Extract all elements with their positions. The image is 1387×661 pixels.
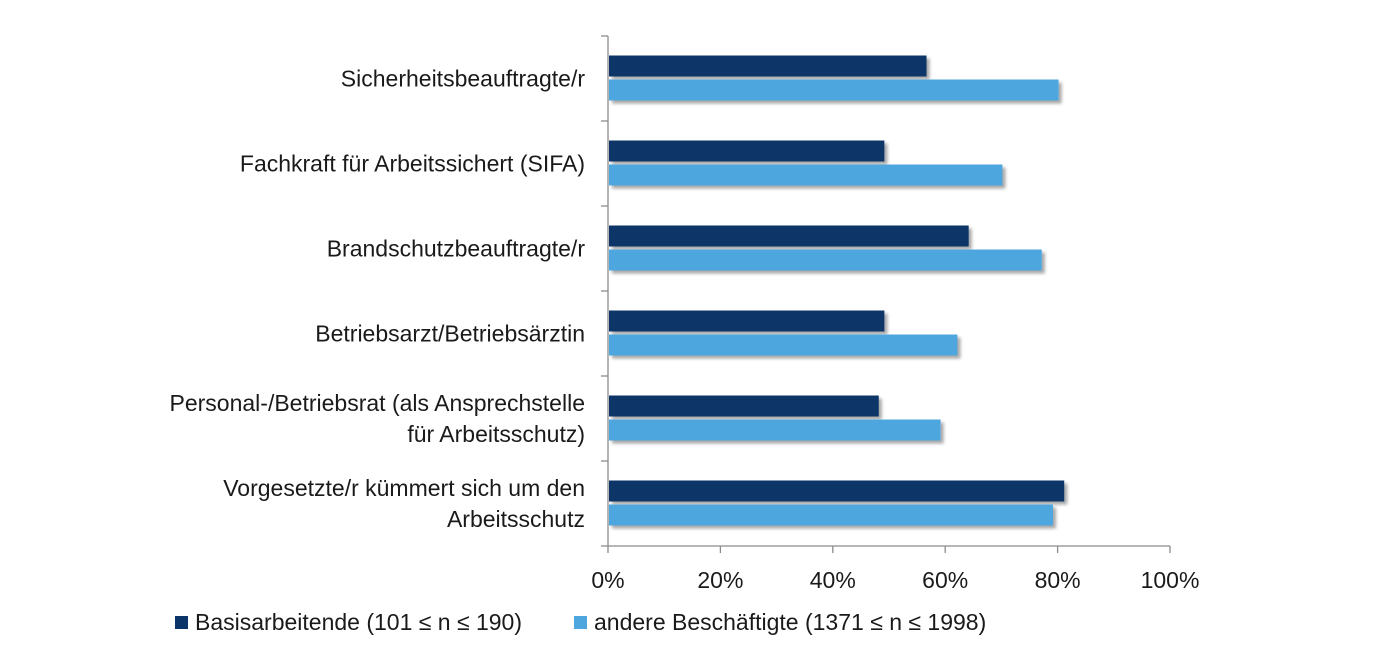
legend-swatch-basisarbeitende <box>175 616 188 629</box>
x-tick-label: 40% <box>810 567 856 593</box>
x-tick-label: 80% <box>1035 567 1081 593</box>
x-tick-label: 20% <box>697 567 743 593</box>
legend: Basisarbeitende (101 ≤ n ≤ 190) andere B… <box>175 609 1038 636</box>
category-label: Sicherheitsbeauftragte/r <box>341 66 586 92</box>
x-tick-label: 60% <box>922 567 968 593</box>
bar-basisarbeitende <box>609 225 969 247</box>
x-tick-label: 0% <box>591 567 624 593</box>
category-label: für Arbeitsschutz) <box>407 421 585 447</box>
x-tick-label: 100% <box>1141 567 1200 593</box>
bar-andere-beschaeftigte <box>609 79 1059 101</box>
category-label: Betriebsarzt/Betriebsärztin <box>315 321 585 347</box>
legend-item-andere-beschaeftigte: andere Beschäftigte (1371 ≤ n ≤ 1998) <box>574 609 986 636</box>
category-label: Vorgesetzte/r kümmert sich um den <box>223 475 585 501</box>
legend-swatch-andere-beschaeftigte <box>574 616 587 629</box>
bar-andere-beschaeftigte <box>609 504 1053 526</box>
bar-andere-beschaeftigte <box>609 249 1042 271</box>
category-label: Personal-/Betriebsrat (als Ansprechstell… <box>170 390 585 416</box>
bar-andere-beschaeftigte <box>609 334 958 356</box>
category-label: Fachkraft für Arbeitssichert (SIFA) <box>240 151 585 177</box>
legend-label-andere-beschaeftigte: andere Beschäftigte (1371 ≤ n ≤ 1998) <box>594 609 987 635</box>
category-label: Brandschutzbeauftragte/r <box>327 236 586 262</box>
bar-basisarbeitende <box>609 480 1065 502</box>
bar-andere-beschaeftigte <box>609 419 941 441</box>
legend-item-basisarbeitende: Basisarbeitende (101 ≤ n ≤ 190) <box>175 609 522 636</box>
bar-basisarbeitende <box>609 140 885 162</box>
bar-basisarbeitende <box>609 310 885 332</box>
bar-basisarbeitende <box>609 395 879 417</box>
category-label: Arbeitsschutz <box>447 506 585 532</box>
bar-andere-beschaeftigte <box>609 164 1003 186</box>
bar-basisarbeitende <box>609 55 927 77</box>
legend-label-basisarbeitende: Basisarbeitende (101 ≤ n ≤ 190) <box>195 609 522 635</box>
